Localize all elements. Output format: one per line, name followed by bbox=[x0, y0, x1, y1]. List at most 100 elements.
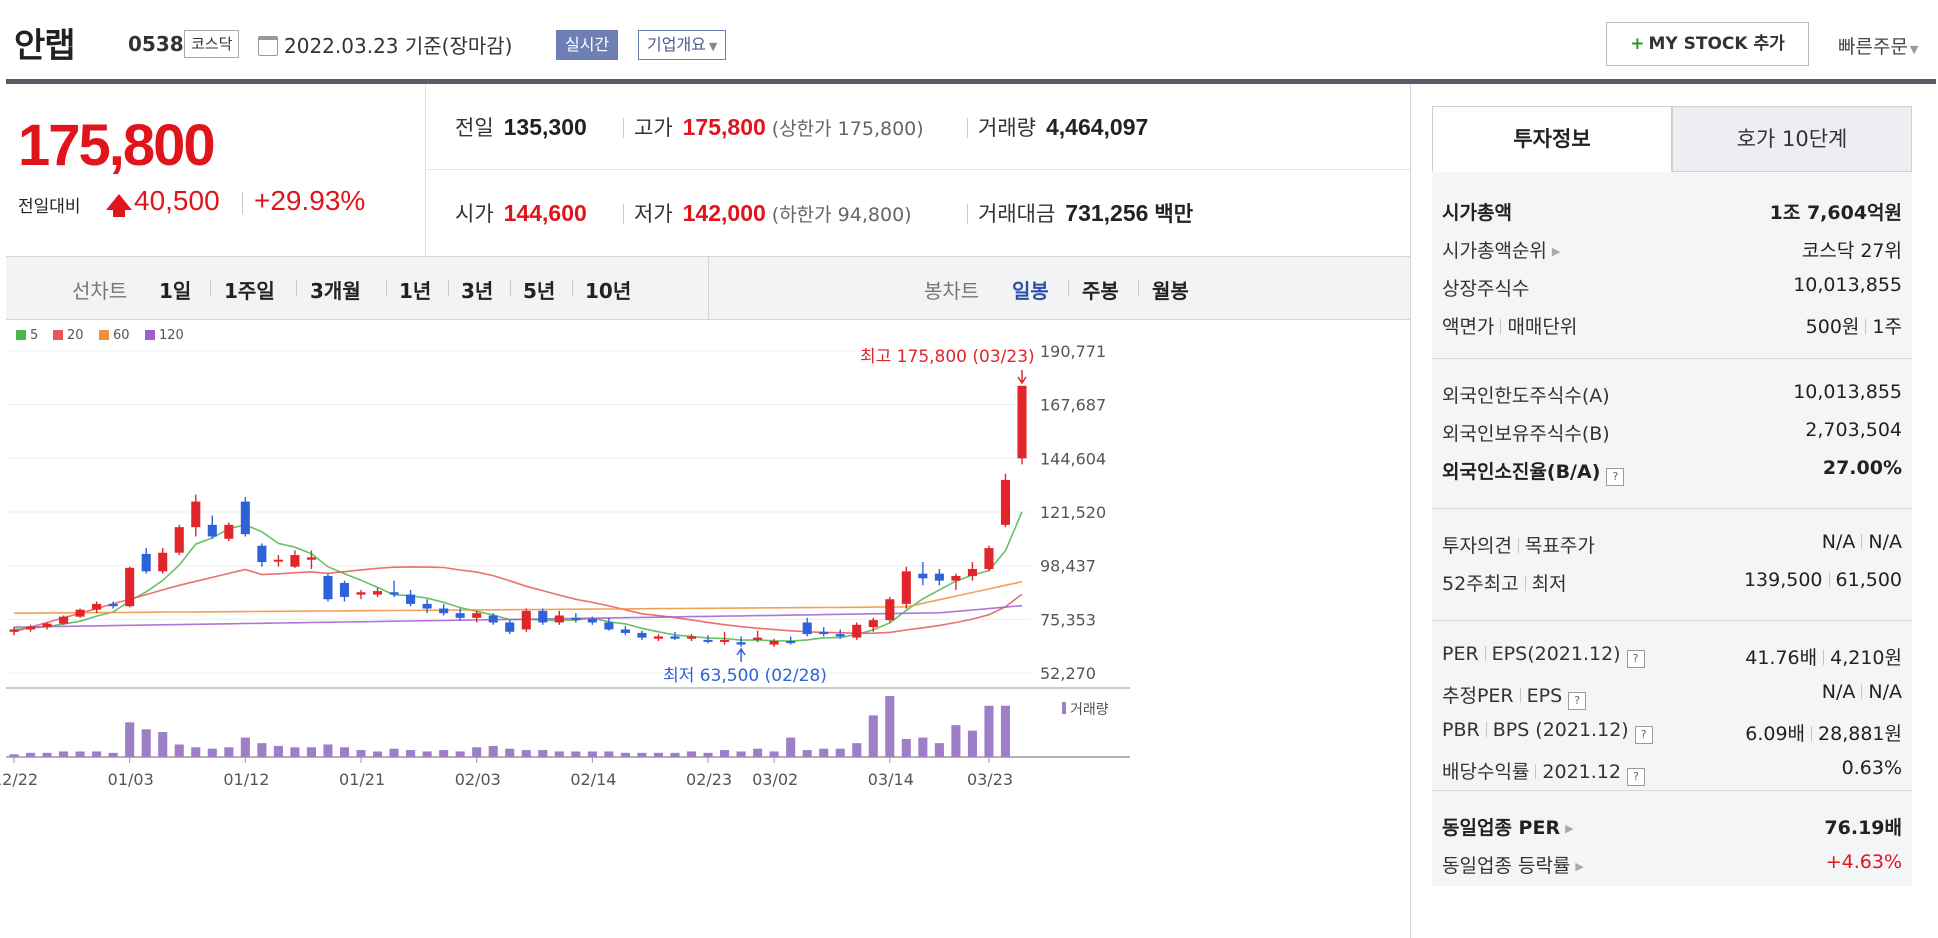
legend-label: 20 bbox=[67, 328, 84, 343]
candle-body bbox=[290, 555, 300, 567]
x-tick-label: 02/03 bbox=[455, 770, 501, 789]
candle-monthly[interactable]: 월봉 bbox=[1152, 279, 1189, 303]
info-row-market-cap-rank[interactable]: 시가총액순위 ▶ 코스닥 27위 bbox=[1432, 230, 1912, 268]
y-tick-label: 121,520 bbox=[1040, 503, 1106, 522]
info-label: 시가총액 bbox=[1442, 202, 1512, 224]
volume-label: 거래량 bbox=[1070, 702, 1109, 718]
add-mystock-button[interactable]: + MY STOCK 추가 bbox=[1606, 22, 1809, 66]
candle-body bbox=[92, 603, 102, 610]
info-value-text: 4,210원 bbox=[1830, 647, 1902, 669]
candle-body bbox=[819, 631, 829, 635]
quote-prev-close: 전일 135,300 bbox=[455, 112, 587, 142]
candle-body bbox=[753, 637, 763, 640]
volume-bar bbox=[422, 751, 432, 757]
volume-bar bbox=[852, 743, 862, 757]
period-10y[interactable]: 10년 bbox=[585, 279, 632, 303]
tab-invest-info[interactable]: 투자정보 bbox=[1432, 106, 1672, 172]
info-row-foreign-ratio: 외국인소진율(B/A)? 27.00% bbox=[1432, 451, 1912, 489]
info-value-text: N/A bbox=[1868, 681, 1902, 703]
quote-volume: 거래량 4,464,097 bbox=[967, 112, 1148, 142]
period-1y[interactable]: 1년 bbox=[399, 279, 432, 303]
candle-daily[interactable]: 일봉 bbox=[1012, 279, 1049, 303]
volume-bar bbox=[505, 748, 515, 757]
help-icon[interactable]: ? bbox=[1626, 768, 1645, 786]
volume-bar bbox=[736, 751, 746, 757]
divider bbox=[296, 280, 297, 296]
volume-bar bbox=[620, 752, 630, 757]
legend-label: 60 bbox=[113, 328, 130, 343]
quote-row: 시가 144,600 저가 142,000 (하한가 94,800) 거래대금 731,… bbox=[427, 170, 1410, 256]
divider bbox=[1535, 764, 1537, 779]
info-row-listed-shares: 상장주식수 10,013,855 bbox=[1432, 268, 1912, 306]
volume-bar bbox=[934, 743, 944, 757]
info-label-text: 추정PER bbox=[1442, 685, 1514, 707]
candle-body bbox=[472, 613, 482, 618]
x-tick-label: 01/12 bbox=[223, 770, 269, 789]
info-label-text: PBR bbox=[1442, 719, 1480, 741]
volume-bar bbox=[59, 751, 69, 757]
help-icon[interactable]: ? bbox=[1626, 650, 1645, 668]
divider bbox=[1524, 576, 1526, 591]
help-icon[interactable]: ? bbox=[1568, 692, 1587, 710]
volume-bar bbox=[637, 752, 647, 757]
candle-body bbox=[934, 573, 944, 581]
candle-body bbox=[868, 620, 878, 628]
y-tick-label: 52,270 bbox=[1040, 664, 1096, 683]
candle-body bbox=[174, 527, 184, 553]
info-row-opinion: 투자의견 목표주가 N/A N/A bbox=[1432, 525, 1912, 563]
candle-weekly[interactable]: 주봉 bbox=[1082, 279, 1119, 303]
period-1w[interactable]: 1주일 bbox=[224, 279, 275, 303]
info-row-sector-per[interactable]: 동일업종 PER ▶ 76.19배 bbox=[1432, 807, 1912, 845]
quote-unit: 백만 bbox=[1154, 202, 1194, 226]
volume-bar bbox=[141, 729, 151, 757]
volume-bar bbox=[653, 752, 664, 757]
candle-body bbox=[571, 617, 581, 620]
divider bbox=[1485, 722, 1487, 737]
period-3y[interactable]: 3년 bbox=[461, 279, 494, 303]
volume-bar bbox=[868, 715, 878, 757]
period-3m[interactable]: 3개월 bbox=[310, 279, 361, 303]
info-group-foreign: 외국인한도주식수(A) 10,013,855 외국인보유주식수(B) 2,703… bbox=[1432, 358, 1912, 486]
help-icon[interactable]: ? bbox=[1634, 726, 1653, 744]
divider bbox=[967, 118, 968, 138]
x-tick-label: 02/14 bbox=[570, 770, 616, 789]
period-1d[interactable]: 1일 bbox=[159, 279, 192, 303]
y-tick-label: 167,687 bbox=[1040, 396, 1106, 415]
info-row-market-cap: 시가총액 1조 7,604억원 bbox=[1432, 192, 1912, 230]
info-value: 6.09배 28,881원 bbox=[1745, 719, 1902, 746]
candle-body bbox=[422, 603, 432, 609]
volume-bar bbox=[406, 750, 416, 757]
info-row-sector-change[interactable]: 동일업종 등락률 ▶ +4.63% bbox=[1432, 845, 1912, 883]
ma-line-120 bbox=[13, 604, 1023, 628]
period-5y[interactable]: 5년 bbox=[523, 279, 556, 303]
x-tick-label: 01/21 bbox=[339, 770, 385, 789]
candle-body bbox=[720, 639, 730, 642]
quick-order-dropdown[interactable]: 빠른주문 ▼ bbox=[1838, 32, 1918, 59]
divider bbox=[1828, 572, 1830, 587]
divider bbox=[1811, 726, 1813, 741]
info-label-text: 최저 bbox=[1531, 573, 1567, 595]
info-label-text: 시가총액순위 bbox=[1442, 240, 1547, 262]
info-group-valuation: PER EPS(2021.12)? 41.76배 4,210원 추정PER EPS? … bbox=[1432, 620, 1912, 786]
candle-body bbox=[703, 639, 713, 642]
quote-label: 거래대금 bbox=[978, 202, 1056, 226]
candle-body bbox=[339, 582, 350, 597]
candle-body bbox=[901, 571, 911, 604]
tab-order-book[interactable]: 호가 10단계 bbox=[1672, 106, 1912, 172]
realtime-button[interactable]: 실시간 bbox=[556, 30, 619, 60]
info-label-text: 52주최고 bbox=[1442, 573, 1519, 595]
info-label-text: 2021.12 bbox=[1542, 761, 1621, 783]
quote-label: 전일 bbox=[455, 116, 494, 140]
divider bbox=[1500, 319, 1502, 334]
company-overview-dropdown[interactable]: 기업개요 ▼ bbox=[638, 30, 727, 60]
candle-body bbox=[852, 624, 862, 638]
candle-body bbox=[505, 622, 515, 632]
price-chart[interactable]: 5 20 60 120 190,771 167,687 144,604 121,520 98,4… bbox=[0, 320, 1410, 938]
chevron-down-icon: ▼ bbox=[708, 40, 718, 53]
help-icon[interactable]: ? bbox=[1606, 468, 1625, 486]
x-tick-label: 01/03 bbox=[108, 770, 154, 789]
side-body: 시가총액 1조 7,604억원 시가총액순위 ▶ 코스닥 27위 상장주식수 10… bbox=[1432, 172, 1912, 886]
info-value-text: 61,500 bbox=[1835, 569, 1902, 591]
candlestick-chart-svg: 5 20 60 120 190,771 167,687 144,604 121,520 98,4… bbox=[0, 328, 1130, 789]
info-label-text: EPS(2021.12) bbox=[1491, 643, 1621, 665]
